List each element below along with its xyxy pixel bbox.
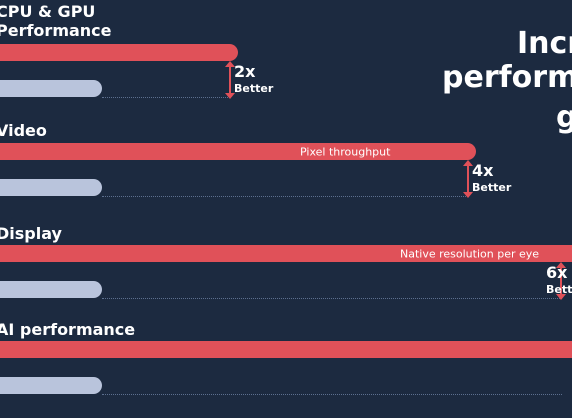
guide-line bbox=[102, 298, 562, 299]
guide-line bbox=[102, 97, 228, 98]
guide-line bbox=[102, 196, 466, 197]
category-label-line: Video bbox=[0, 121, 47, 140]
bar-old-2 bbox=[0, 281, 102, 298]
category-label-line: Display bbox=[0, 224, 62, 243]
multiplier-label: 6x bbox=[546, 263, 568, 282]
category-label-line: AI performance bbox=[0, 320, 136, 339]
bar-old-3 bbox=[0, 377, 102, 394]
double-arrow-icon bbox=[463, 160, 473, 198]
headline-line-3: g bbox=[556, 100, 572, 135]
multiplier-label: 4x bbox=[472, 161, 494, 180]
bar-new-3 bbox=[0, 341, 572, 358]
bar-old-1 bbox=[0, 179, 102, 196]
headline-line-2: performa bbox=[442, 60, 572, 95]
category-label: Display bbox=[0, 224, 62, 243]
category-label: CPU & GPU Performance bbox=[0, 2, 112, 40]
better-label: Better bbox=[234, 82, 274, 95]
bar-new-0 bbox=[0, 44, 238, 61]
double-arrow-icon bbox=[556, 262, 566, 300]
category-label: Video bbox=[0, 121, 47, 140]
double-arrow-icon bbox=[225, 61, 235, 99]
bar-new-2: Native resolution per eye bbox=[0, 245, 572, 262]
bar-old-0 bbox=[0, 80, 102, 97]
multiplier-label: 2x bbox=[234, 62, 256, 81]
better-label: Better bbox=[472, 181, 512, 194]
headline-line-1: Incre bbox=[517, 26, 572, 61]
bar-inner-label: Pixel throughput bbox=[300, 145, 391, 158]
better-label: Better bbox=[546, 283, 572, 296]
bar-new-1: Pixel throughput bbox=[0, 143, 476, 160]
category-label: AI performance bbox=[0, 320, 135, 339]
bar-inner-label: Native resolution per eye bbox=[400, 247, 540, 260]
category-label-line: Performance bbox=[0, 21, 112, 40]
guide-line bbox=[102, 394, 562, 395]
category-label-line: CPU & GPU bbox=[0, 2, 96, 21]
